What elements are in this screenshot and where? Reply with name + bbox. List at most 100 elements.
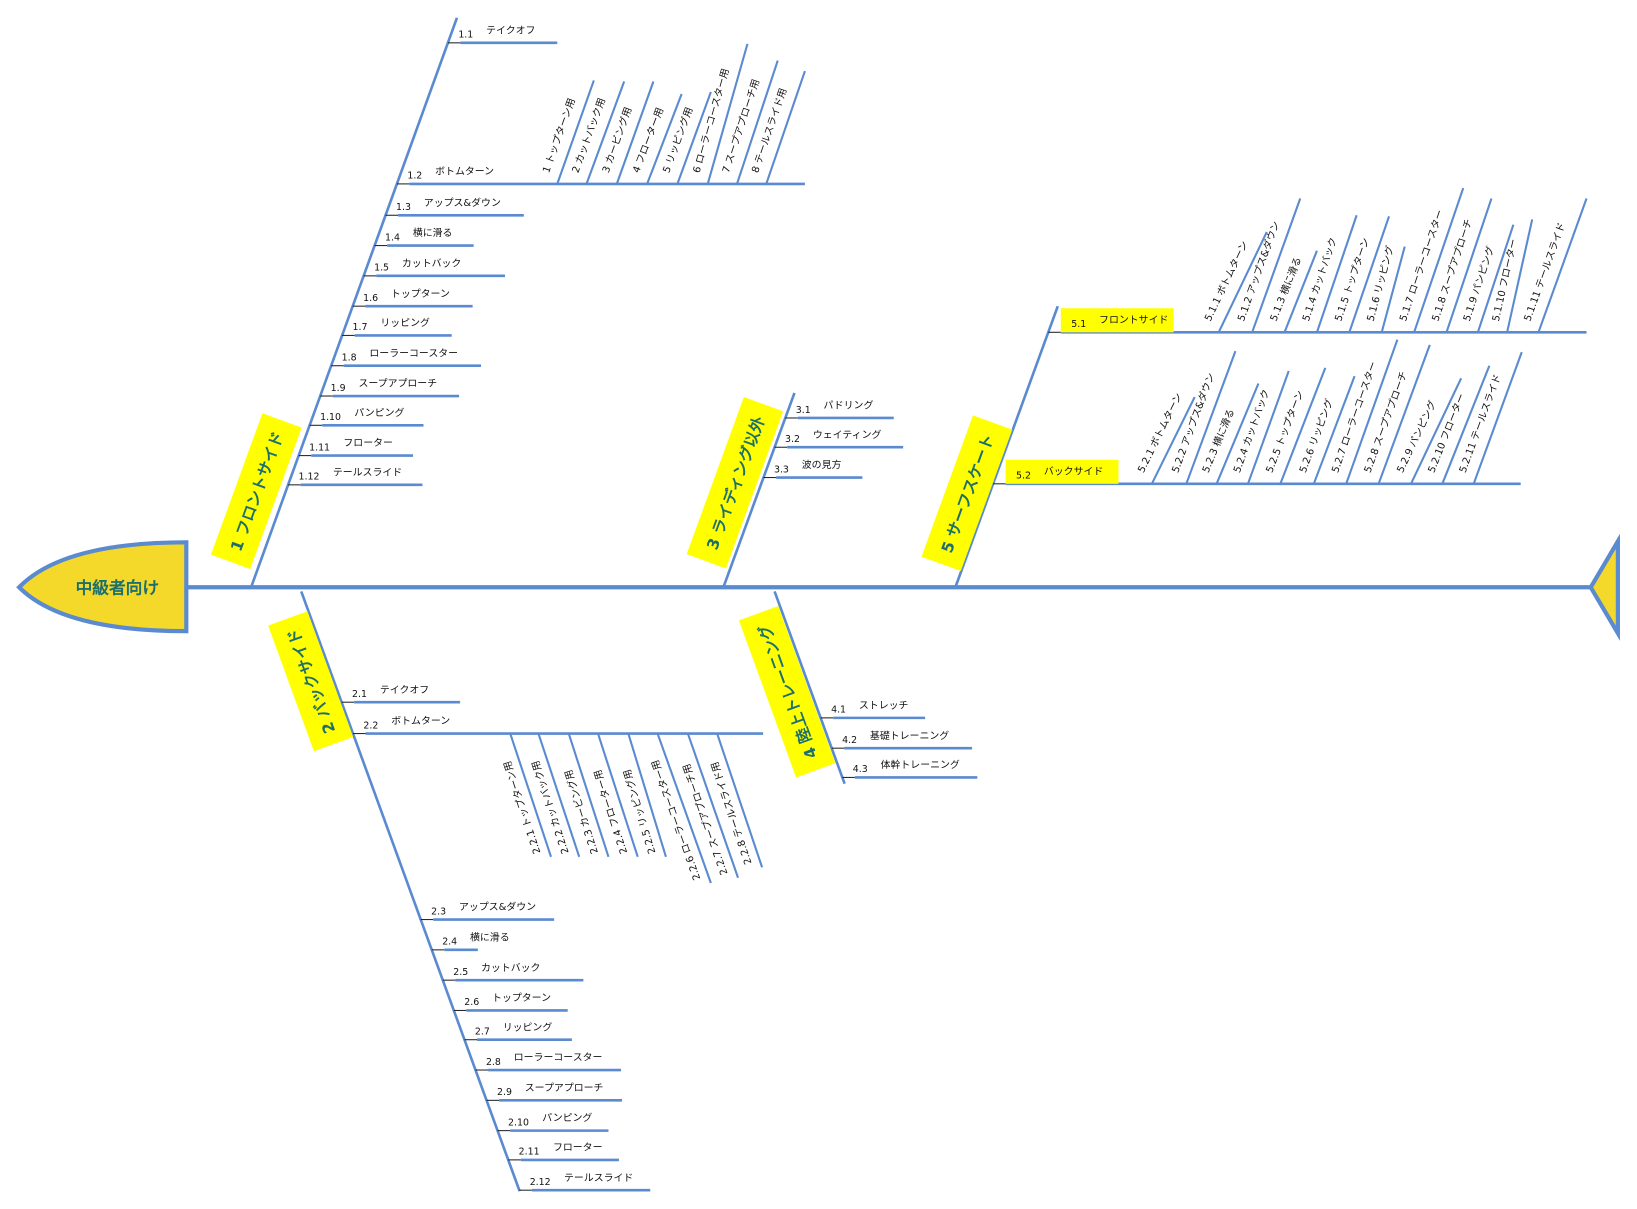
sub-line-2 [585, 81, 626, 185]
sub-label-4: 4 フローター用 [630, 106, 666, 175]
sub-line-2.2.8 [716, 733, 764, 868]
item-label-2.3: アップス&ダウン [459, 900, 536, 913]
sub-line-4 [646, 93, 683, 185]
sub-label-3: 3 カービング用 [599, 105, 634, 174]
head-label: 中級者向け [76, 578, 160, 598]
item-label-4.1: ストレッチ [859, 699, 909, 711]
sub-line-5.2.10 [1441, 365, 1491, 485]
item-number-2.11: 2.11 [519, 1147, 540, 1158]
sub-line-5.2.4 [1246, 370, 1290, 485]
category-label-5[interactable]: 5 サーフスケート [921, 415, 1013, 572]
item-label-2.9: スープアプローチ [525, 1082, 604, 1094]
sub-line-3 [615, 81, 655, 185]
sub-line-5.1.2 [1251, 198, 1302, 333]
item-number-2.10: 2.10 [508, 1117, 529, 1128]
item-label-2.10: パンピング [542, 1111, 592, 1124]
sub-line-6 [706, 43, 749, 185]
sub-line-5.2.5 [1279, 367, 1327, 485]
item-label-box-5.1 [1060, 308, 1174, 333]
bone-1 [249, 17, 459, 588]
category-label-box [686, 397, 784, 569]
sub-label-5.1.6: 5.1.6 リッピング [1364, 244, 1397, 323]
category-label-box [738, 606, 836, 778]
item-number-1.3: 1.3 [396, 202, 411, 213]
sub-line-5.1.5 [1348, 215, 1391, 333]
sub-line-2.2.2 [537, 733, 581, 858]
item-number-2.1: 2.1 [352, 689, 367, 700]
item-number-1.5: 1.5 [374, 263, 389, 274]
item-label-1.12: テールスライド [333, 466, 402, 478]
item-number-1.12: 1.12 [299, 472, 320, 483]
item-number-1.2: 1.2 [407, 171, 422, 182]
item-label-1.3: アップス&ダウン [424, 196, 501, 209]
item-label-2.12: テールスライド [564, 1172, 633, 1184]
item-number-1.1: 1.1 [458, 30, 473, 41]
item-number-1.10: 1.10 [320, 412, 341, 423]
sub-line-5.1.7 [1413, 187, 1465, 333]
item-number-2.6: 2.6 [464, 997, 479, 1008]
sub-label-5.1.3: 5.1.3 横に滑る [1267, 255, 1304, 323]
item-label-1.10: パンピング [354, 406, 404, 419]
sub-line-5.2.11 [1472, 351, 1523, 485]
sub-line-5.2.6 [1312, 375, 1356, 485]
sub-line-5.1.11 [1537, 198, 1588, 333]
item-number-1.9: 1.9 [331, 383, 346, 394]
sub-line-5.2.2 [1185, 350, 1237, 485]
category-label-box [921, 415, 1013, 572]
item-number-2.8: 2.8 [486, 1057, 501, 1068]
sub-line-5.1.9 [1476, 224, 1515, 333]
sub-line-5.2.3 [1215, 383, 1260, 485]
sub-line-2.2.6 [656, 733, 712, 884]
sub-line-5.1.3 [1283, 250, 1318, 333]
sub-line-5.1.1 [1217, 231, 1268, 333]
item-label-5.1: フロントサイド [1099, 314, 1168, 326]
item-number-4.3: 4.3 [853, 764, 868, 775]
item-number-1.8: 1.8 [342, 353, 357, 364]
item-number-5.2: 5.2 [1016, 471, 1031, 482]
category-label-3[interactable]: 3 ライディング以外 [686, 397, 784, 569]
item-label-1.11: フローター [343, 437, 393, 449]
item-number-2.4: 2.4 [442, 937, 457, 948]
sub-line-2.2.1 [509, 733, 552, 858]
item-number-1.4: 1.4 [385, 232, 400, 243]
item-number-1.11: 1.11 [309, 442, 330, 453]
sub-label-1: 1 トップターン用 [540, 97, 577, 175]
bone-5 [954, 305, 1060, 588]
sub-line-5.2.1 [1150, 396, 1196, 485]
item-label-3.2: ウェイティング [813, 428, 882, 441]
sub-line-5 [676, 91, 712, 185]
item-number-2.2: 2.2 [363, 720, 378, 731]
bone-3 [722, 392, 796, 588]
category-label-4[interactable]: 4 陸上トレーニング [738, 606, 836, 778]
sub-line-2.2.5 [627, 733, 667, 858]
item-number-5.1: 5.1 [1071, 319, 1086, 330]
item-label-2.7: リッピング [503, 1020, 553, 1033]
category-label-1[interactable]: 1 フロントサイド [210, 413, 302, 569]
fish-head[interactable] [16, 540, 189, 634]
sub-label-5.1.5: 5.1.5 トップターン [1332, 236, 1372, 323]
sub-label-5.2.6: 5.2.6 リッピング [1296, 397, 1336, 475]
sub-line-8 [765, 70, 806, 185]
item-label-2.4: 横に滑る [470, 930, 510, 943]
item-number-2.3: 2.3 [431, 906, 446, 917]
item-number-2.7: 2.7 [475, 1026, 490, 1037]
item-number-2.12: 2.12 [530, 1177, 551, 1188]
item-label-1.7: リッピング [380, 316, 430, 329]
sub-line-2.2.4 [597, 733, 639, 858]
sub-line-7 [736, 60, 779, 185]
category-label-2[interactable]: 2 バックサイド [268, 611, 354, 752]
item-label-2.11: フローター [553, 1141, 603, 1153]
item-number-2.5: 2.5 [453, 967, 468, 978]
item-number-3.1: 3.1 [796, 405, 811, 416]
item-label-2.6: トップターン [492, 992, 551, 1004]
sub-line-5.2.7 [1345, 339, 1399, 485]
sub-line-5.1.10 [1506, 219, 1534, 333]
item-number-1.7: 1.7 [353, 322, 368, 333]
item-number-3.3: 3.3 [774, 464, 789, 475]
sub-line-1 [556, 80, 595, 185]
item-number-1.6: 1.6 [363, 293, 378, 304]
sub-line-2.2.7 [686, 733, 740, 879]
item-label-5.2: バックサイド [1044, 465, 1103, 477]
